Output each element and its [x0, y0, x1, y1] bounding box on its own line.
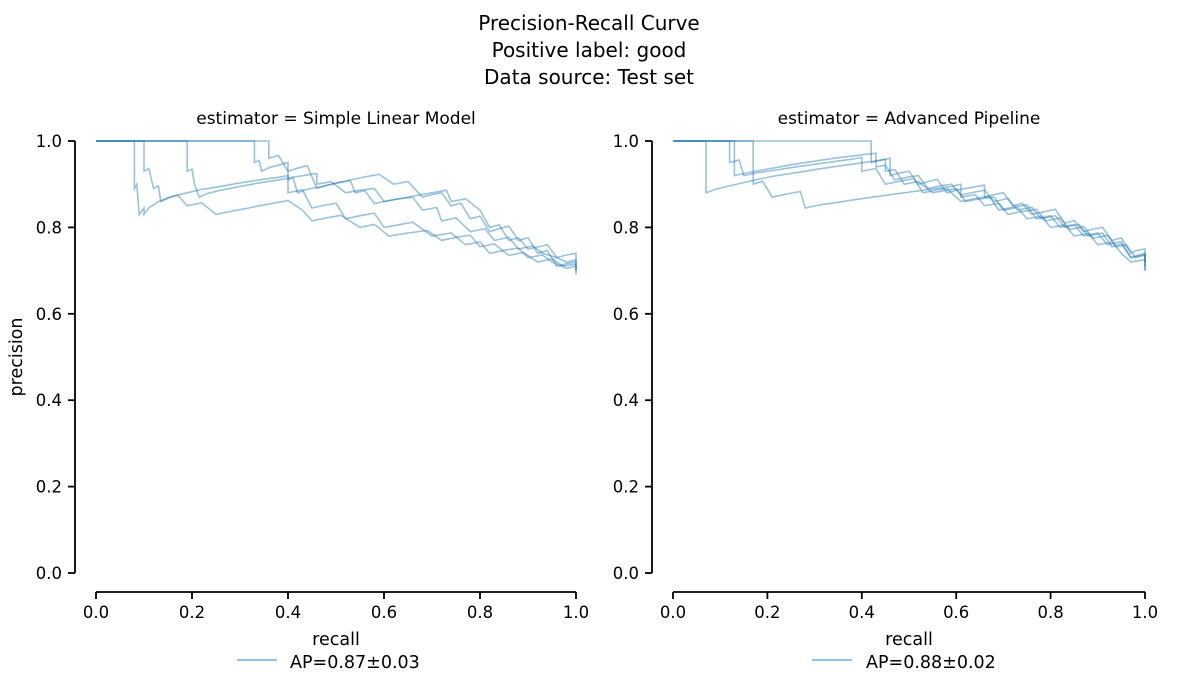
subplot-right: 0.0 0.2 0.4 0.6 0.8 1.0 0.0 0.2 0.4 0.6 0.8 1.0 [613, 132, 1158, 622]
x-tick-label: 0.4 [849, 603, 875, 622]
plots-layer: 0.00.20.40.60.81.00.0 0.2 0.4 0.6 0.8 1.00.00… [36, 132, 1158, 622]
y-tick-label: 0.8 [36, 218, 62, 237]
figure-title-line-3: Data source: Test set [484, 65, 694, 89]
pr-curve-fold-3 [96, 140, 577, 262]
legend-label-left: AP=0.87±0.03 [290, 653, 420, 673]
x-tick-label: 1.0 [1132, 603, 1158, 622]
x-tick-label: 0.2 [179, 603, 205, 622]
x-axis-label-left: recall [312, 630, 360, 650]
y-tick-label: 0.6 [613, 305, 639, 324]
pr-curve-fold-1 [96, 140, 577, 271]
y-tick-label: 0.2 [36, 478, 62, 497]
subplot-left: 0.0 0.2 0.4 0.6 0.8 1.0 0.0 0.2 0.4 0.6 0.8 1.0 [36, 132, 589, 622]
y-tick-label: 0.2 [613, 478, 639, 497]
figure-title-line-2: Positive label: good [492, 38, 687, 62]
y-tick-label: 0.0 [613, 564, 639, 583]
pr-curve-fold-1 [673, 140, 1146, 271]
pr-curve-fold-4 [673, 140, 1146, 267]
y-tick-label: 0.4 [613, 391, 639, 410]
pr-curve-fold-5 [673, 140, 1146, 262]
legend-right: AP=0.88±0.02 [812, 653, 996, 673]
legend-left: AP=0.87±0.03 [237, 653, 420, 673]
subplot-title-right: estimator = Advanced Pipeline [778, 109, 1041, 129]
subplot-title-left: estimator = Simple Linear Model [196, 109, 476, 129]
x-tick-label: 0.6 [371, 603, 397, 622]
x-axis-label-right: recall [885, 630, 933, 650]
y-tick-label: 0.6 [36, 305, 62, 324]
y-tick-label: 1.0 [613, 132, 639, 151]
x-tick-label: 0.0 [660, 603, 686, 622]
y-tick-label: 0.0 [36, 564, 62, 583]
x-tick-label: 0.6 [943, 603, 969, 622]
y-tick-label: 0.8 [613, 218, 639, 237]
x-tick-label: 0.8 [467, 603, 493, 622]
figure-title-line-1: Precision-Recall Curve [478, 11, 699, 35]
pr-curve-fold-2 [96, 140, 577, 267]
y-axis-label: precision [7, 318, 27, 397]
y-tick-label: 0.4 [36, 391, 62, 410]
x-tick-label: 0.2 [754, 603, 780, 622]
pr-curve-fold-2 [673, 140, 1146, 262]
x-tick-label: 1.0 [563, 603, 589, 622]
pr-curve-fold-4 [96, 140, 577, 271]
x-tick-label: 0.4 [275, 603, 301, 622]
x-tick-label: 0.0 [83, 603, 109, 622]
y-tick-label: 1.0 [36, 132, 62, 151]
pr-curve-fold-5 [96, 140, 577, 275]
legend-label-right: AP=0.88±0.02 [866, 653, 996, 673]
pr-curve-fold-3 [673, 140, 1146, 271]
x-tick-label: 0.8 [1037, 603, 1063, 622]
